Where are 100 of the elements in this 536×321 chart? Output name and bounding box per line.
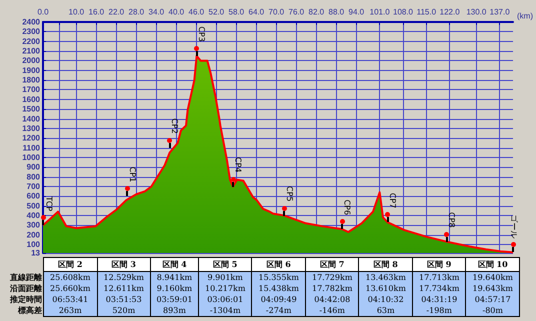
- text: 03:51:53: [106, 295, 142, 304]
- y-tick-label: 1000: [22, 152, 41, 162]
- x-tick-label: 0.0: [37, 8, 50, 16]
- x-tick-label: 101.0: [370, 8, 390, 16]
- y-tick-label: 800: [26, 172, 41, 182]
- annotation: CP7: [388, 192, 398, 208]
- y-tick-label: 1400: [22, 114, 41, 124]
- text: 263m: [58, 306, 82, 315]
- text: 04:10:32: [368, 295, 404, 304]
- x-tick-label: 34.0: [148, 8, 165, 16]
- category-label: 区間 7: [305, 258, 359, 272]
- x-tick-label: 10.0: [68, 8, 85, 16]
- annotation: CP3: [197, 26, 206, 42]
- x-tick-label: 28.0: [128, 8, 145, 16]
- text: 25.660km: [50, 284, 90, 293]
- y-tick-label: 500: [26, 201, 41, 210]
- x-tick-label: 88.0: [328, 8, 345, 16]
- y-tick-label: 400: [26, 211, 41, 220]
- text: 17.729km: [312, 273, 352, 282]
- y-tick-label: 2100: [22, 46, 41, 56]
- x-tick-label: 122.0: [440, 8, 460, 16]
- x-tick-label: 130.0: [466, 8, 487, 16]
- annotation: TCP: [44, 195, 54, 212]
- annotation: ゴール: [510, 214, 518, 238]
- category-label: 区間 9: [412, 258, 466, 272]
- x-tick-label: 52.0: [208, 8, 225, 16]
- y-tick-label: 300: [26, 220, 41, 230]
- x-tick-label: 108.0: [392, 8, 414, 16]
- y-tick-label: 2000: [22, 56, 41, 66]
- y-tick-label: 1900: [22, 66, 41, 75]
- y-tick-label: 200: [26, 230, 41, 240]
- y-tick-label: 700: [26, 182, 41, 192]
- text: 17.713km: [418, 273, 460, 282]
- category-label: 区間 8: [358, 258, 412, 272]
- x-tick-label: 22.0: [108, 8, 125, 16]
- x-tick-label: 40.0: [168, 8, 185, 16]
- category-label: 標高差: [18, 306, 42, 315]
- y-tick-label: 900: [26, 162, 41, 172]
- category-label: 区間 2: [44, 258, 97, 272]
- y-tick-label: 1700: [22, 85, 41, 94]
- text: 25.608km: [50, 273, 90, 282]
- y-tick-label: 1200: [22, 134, 41, 143]
- text: 893m: [163, 306, 186, 315]
- x-tick-label: 115.0: [416, 8, 437, 16]
- category-label: 区間 3: [97, 258, 150, 272]
- x-tick-label: 46.0: [188, 8, 205, 16]
- text: -146m: [319, 306, 345, 315]
- text: 9.901km: [208, 273, 243, 282]
- annotation: CP6: [342, 200, 352, 216]
- category-label: 推定時間: [10, 295, 42, 304]
- text: -274m: [266, 306, 292, 315]
- y-tick-label: 2200: [22, 36, 41, 46]
- x-tick-label: 16.0: [88, 8, 105, 16]
- category-label: 沿面距離: [10, 284, 42, 293]
- annotation: CP2: [170, 118, 180, 134]
- y-tick-label: 13: [31, 248, 41, 258]
- y-tick-label: 1600: [22, 94, 41, 104]
- text: 12.611km: [104, 284, 144, 293]
- x-tick-label: 58.0: [228, 8, 245, 16]
- text: 04:42:08: [314, 295, 350, 304]
- text: 04:57:17: [474, 295, 511, 304]
- y-tick-label: 100: [26, 240, 41, 250]
- text: 06:53:41: [52, 295, 88, 304]
- annotation: CP8: [447, 212, 456, 228]
- category-label: 区間 6: [252, 258, 306, 272]
- x-tick-label: 137.0: [490, 8, 510, 16]
- y-tick-label: 1100: [22, 143, 41, 152]
- annotation: CP4: [234, 157, 243, 173]
- text: 8.941km: [156, 273, 192, 282]
- text: 13.610km: [365, 284, 406, 293]
- x-tick-label: 94.0: [348, 8, 365, 16]
- text: 520m: [112, 306, 136, 315]
- text: 03:06:01: [207, 295, 244, 304]
- y-tick-label: 2300: [22, 27, 41, 36]
- text: 63m: [376, 306, 395, 315]
- x-tick-label: 82.0: [308, 8, 325, 16]
- y-tick-label: 1800: [22, 76, 41, 85]
- text: 17.734km: [418, 284, 460, 293]
- category-label: 区間 5: [198, 258, 252, 272]
- text: 9.160km: [156, 284, 192, 293]
- annotation: CP5: [284, 186, 294, 202]
- x-axis-title: (km): [517, 12, 534, 20]
- category-label: 区間 10: [466, 258, 520, 272]
- text: 10.217km: [204, 284, 246, 293]
- text: 17.782km: [312, 284, 352, 293]
- text: -80m: [482, 306, 503, 315]
- text: 15.355km: [258, 273, 299, 282]
- y-tick-label: 2400: [22, 18, 41, 26]
- text: 19.640km: [472, 273, 513, 282]
- x-tick-label: 76.0: [288, 8, 305, 16]
- annotation: CP1: [128, 166, 137, 182]
- category-label: 区間 4: [150, 258, 198, 272]
- text: -198m: [426, 306, 452, 315]
- x-tick-label: 70.0: [268, 8, 285, 16]
- x-tick-label: 64.0: [248, 8, 265, 16]
- text: 04:09:49: [260, 295, 297, 304]
- text: 12.529km: [104, 273, 144, 282]
- y-tick-label: 1500: [22, 104, 41, 114]
- text: 04:31:19: [421, 295, 458, 304]
- y-tick-label: 600: [26, 192, 41, 201]
